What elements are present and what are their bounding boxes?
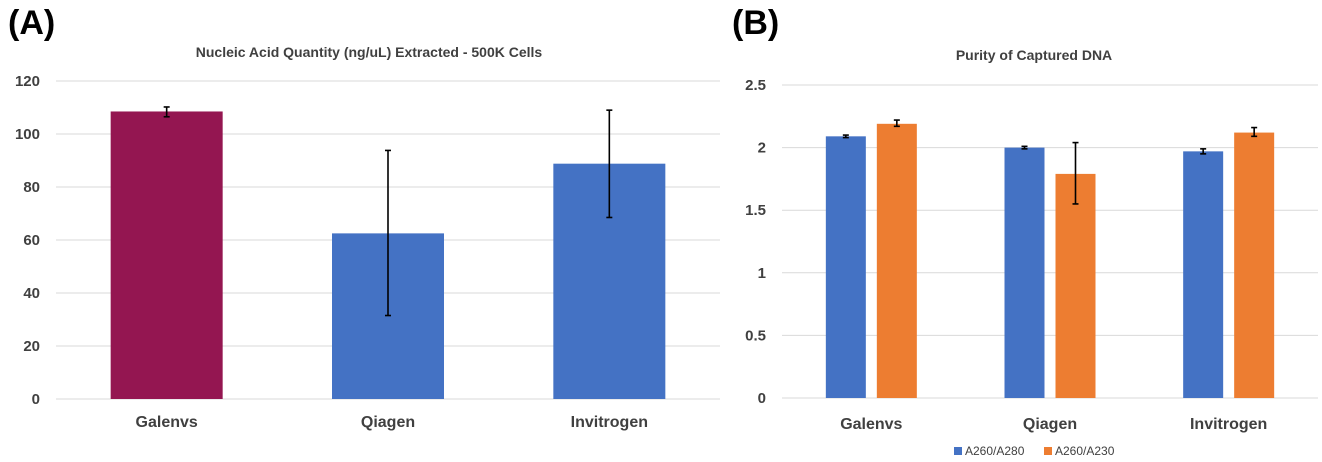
error-bar-qiagen: [385, 149, 391, 317]
chart-purity-of-captured-dna: Purity of Captured DNA A260/A280 A260/A2…: [745, 47, 1318, 458]
panel-label-a: (A): [8, 4, 55, 42]
chart-b-title: Purity of Captured DNA: [956, 47, 1112, 63]
bar-galenvs-a260-a230: [876, 123, 917, 398]
category-label-invitrogen: Invitrogen: [571, 414, 648, 431]
y-tick-label: 120: [15, 73, 40, 90]
y-tick-label: 0.5: [745, 327, 766, 344]
y-tick-label: 40: [23, 285, 40, 302]
panel-label-b: (B): [732, 4, 779, 42]
error-bar-qiagen-a260-a280: [1021, 145, 1028, 150]
category-label-qiagen: Qiagen: [1023, 416, 1077, 433]
error-bar-invitrogen-a260-a230: [1251, 126, 1258, 138]
legend-label-a260-a280: A260/A280: [965, 444, 1025, 458]
legend-swatch-a260-a230: [1044, 447, 1052, 455]
error-bar-qiagen-a260-a230: [1072, 141, 1079, 205]
y-tick-label: 1.5: [745, 202, 766, 219]
y-tick-label: 60: [23, 232, 40, 249]
legend-label-a260-a230: A260/A230: [1055, 444, 1115, 458]
chart-nucleic-acid-quantity: Nucleic Acid Quantity (ng/uL) Extracted …: [15, 44, 720, 431]
category-label-galenvs: Galenvs: [840, 416, 902, 433]
bar-invitrogen-a260-a280: [1183, 151, 1224, 398]
bar-qiagen-a260-a230: [1055, 173, 1096, 398]
y-tick-label: 80: [23, 179, 40, 196]
error-bar-invitrogen-a260-a280: [1200, 148, 1207, 155]
legend: A260/A280 A260/A230: [954, 444, 1115, 458]
y-tick-label: 1: [758, 265, 766, 282]
y-tick-label: 100: [15, 126, 40, 143]
error-bar-invitrogen: [606, 109, 613, 219]
bar-invitrogen-a260-a230: [1234, 132, 1275, 399]
bar-galenvs-a260-a280: [825, 136, 866, 398]
category-label-qiagen: Qiagen: [361, 414, 415, 431]
error-bar-galenvs: [163, 106, 170, 118]
error-bar-galenvs-a260-a230: [893, 119, 900, 128]
category-label-galenvs: Galenvs: [136, 414, 198, 431]
bar-galenvs: [110, 111, 223, 399]
legend-swatch-a260-a280: [954, 447, 962, 455]
chart-a-title: Nucleic Acid Quantity (ng/uL) Extracted …: [196, 44, 543, 60]
error-bar-galenvs-a260-a280: [842, 134, 849, 139]
y-tick-label: 0: [758, 390, 766, 407]
y-tick-label: 2.5: [745, 77, 766, 94]
category-label-invitrogen: Invitrogen: [1190, 416, 1267, 433]
y-tick-label: 0: [32, 391, 40, 408]
y-tick-label: 20: [23, 338, 40, 355]
y-tick-label: 2: [758, 140, 766, 157]
bar-qiagen-a260-a280: [1004, 147, 1045, 398]
